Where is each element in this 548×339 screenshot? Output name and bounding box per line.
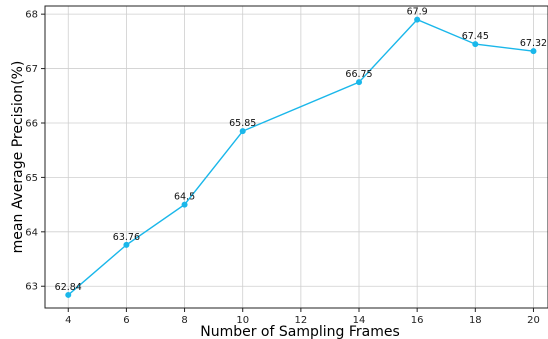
series-polyline	[67, 18, 534, 296]
data-value-label: 65.85	[229, 118, 256, 129]
series-line	[65, 16, 537, 298]
grid-lines	[45, 6, 548, 308]
data-value-label: 63.76	[113, 232, 140, 243]
y-tick-label: 65	[25, 173, 38, 184]
data-value-label: 64.5	[174, 192, 195, 203]
data-point	[181, 201, 188, 208]
data-value-label: 67.32	[520, 38, 547, 49]
y-tick-label: 66	[25, 118, 38, 129]
data-point	[239, 128, 246, 135]
y-tick-label: 64	[25, 227, 38, 238]
y-tick-label: 63	[25, 282, 38, 293]
x-tick-label: 6	[123, 315, 129, 326]
x-tick-label: 14	[353, 315, 366, 326]
y-tick-label: 68	[25, 10, 38, 21]
data-point	[414, 16, 421, 23]
y-tick-label: 67	[25, 64, 38, 75]
data-point	[65, 291, 72, 298]
plot-frame	[44, 5, 548, 309]
data-value-label: 67.9	[407, 7, 428, 18]
x-tick-label: 16	[411, 315, 424, 326]
data-value-label: 67.45	[462, 31, 489, 42]
x-axis-label: Number of Sampling Frames	[200, 324, 400, 339]
data-value-label: 66.75	[345, 69, 372, 80]
data-point	[123, 241, 130, 248]
y-axis-label: mean Average Precision(%)	[10, 61, 26, 254]
data-point	[530, 48, 537, 55]
x-tick-label: 8	[181, 315, 187, 326]
x-tick-label: 20	[527, 315, 540, 326]
x-tick-label: 18	[469, 315, 482, 326]
x-tick-label: 4	[65, 315, 71, 326]
data-point	[472, 41, 479, 48]
x-tick-label: 10	[236, 315, 249, 326]
data-point	[356, 79, 363, 86]
data-labels: 62.84 63.76 64.5 65.85 66.75 67.9 67.45 67.32	[55, 7, 547, 293]
x-tick-label: 12	[294, 315, 307, 326]
data-value-label: 62.84	[55, 282, 82, 293]
